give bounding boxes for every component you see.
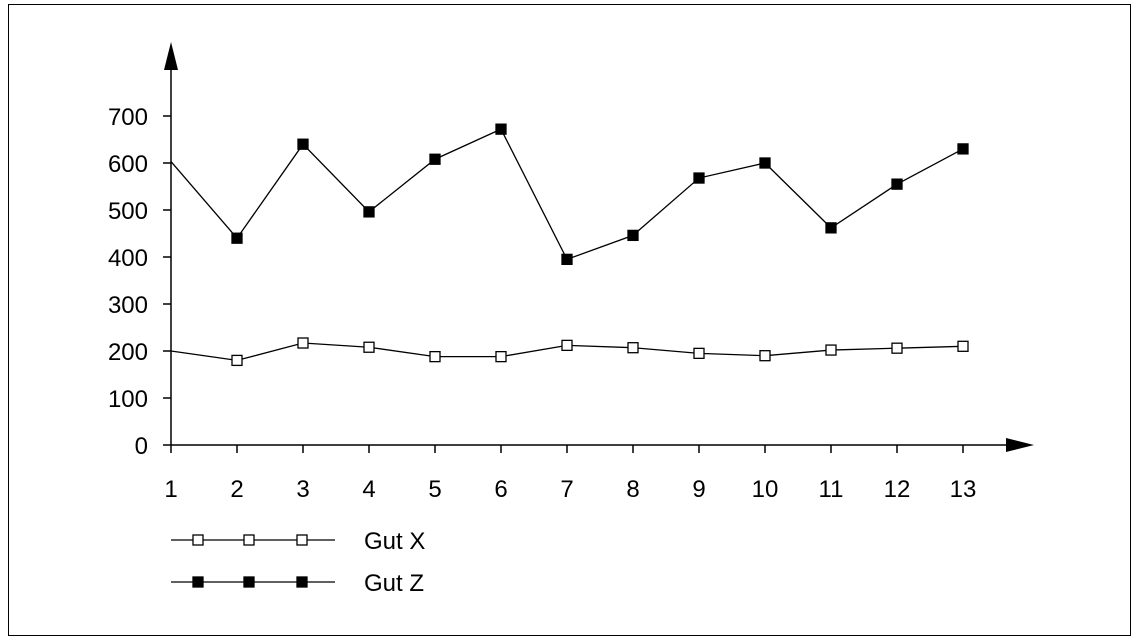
x-tick-label: 13 [950, 476, 977, 503]
legend-item: Gut X [171, 528, 425, 555]
x-tick-label: 5 [428, 476, 441, 503]
data-point [297, 138, 309, 150]
data-point [693, 172, 705, 184]
x-tick-label: 1 [164, 476, 177, 503]
series-gut-x [170, 337, 969, 367]
data-point [495, 350, 507, 363]
data-point [891, 178, 903, 190]
data-point [297, 337, 309, 349]
x-tick-label: 4 [362, 476, 375, 503]
data-point [495, 123, 507, 135]
legend-marker [192, 534, 204, 546]
legend-label: Gut Z [364, 570, 424, 597]
legend: Gut X Gut Z [171, 528, 425, 597]
data-point [363, 341, 375, 353]
data-point [693, 347, 705, 360]
y-tick-label: 400 [108, 245, 148, 272]
data-point [759, 350, 771, 362]
data-point [231, 354, 243, 367]
x-tick-label: 7 [560, 476, 573, 503]
y-tick-label: 0 [135, 433, 148, 460]
series-layer [170, 123, 969, 367]
series-gut-z [170, 123, 969, 266]
data-point [561, 339, 573, 352]
x-axis-arrow [1006, 438, 1034, 452]
legend-marker [192, 576, 204, 588]
legend-marker [296, 576, 308, 588]
y-axis-ticks: 0 100 200 300 400 500 600 700 [108, 104, 171, 460]
x-tick-label: 6 [494, 476, 507, 503]
data-point [759, 157, 771, 169]
data-point [231, 232, 243, 244]
data-point [957, 143, 969, 155]
x-tick-label: 12 [884, 476, 911, 503]
legend-marker [243, 576, 255, 588]
data-point [429, 153, 441, 165]
x-axis-ticks: 1 2 3 4 5 6 7 8 9 10 11 12 13 [164, 445, 976, 503]
data-point [627, 342, 639, 354]
legend-label: Gut X [364, 528, 425, 555]
y-tick-label: 300 [108, 292, 148, 319]
data-point [363, 206, 375, 218]
y-tick-label: 100 [108, 386, 148, 413]
data-point [891, 342, 903, 354]
x-tick-label: 9 [692, 476, 705, 503]
y-tick-label: 200 [108, 339, 148, 366]
series-line [170, 128, 964, 261]
legend-marker [296, 534, 308, 546]
x-tick-label: 3 [296, 476, 309, 503]
x-tick-label: 8 [626, 476, 639, 503]
data-point [561, 253, 573, 266]
axes [164, 42, 1034, 452]
chart-frame [8, 4, 1131, 636]
data-point [825, 222, 837, 234]
x-tick-label: 10 [752, 476, 779, 503]
legend-item: Gut Z [171, 570, 424, 597]
legend-marker [243, 534, 255, 546]
x-tick-label: 11 [819, 476, 844, 503]
x-tick-label: 2 [230, 476, 243, 503]
y-tick-label: 600 [108, 151, 148, 178]
y-tick-label: 700 [108, 104, 148, 131]
data-point [825, 344, 837, 356]
y-axis-arrow [164, 42, 178, 70]
y-tick-label: 500 [108, 198, 148, 225]
data-point [627, 229, 639, 242]
data-point [429, 350, 441, 363]
data-point [957, 340, 969, 352]
